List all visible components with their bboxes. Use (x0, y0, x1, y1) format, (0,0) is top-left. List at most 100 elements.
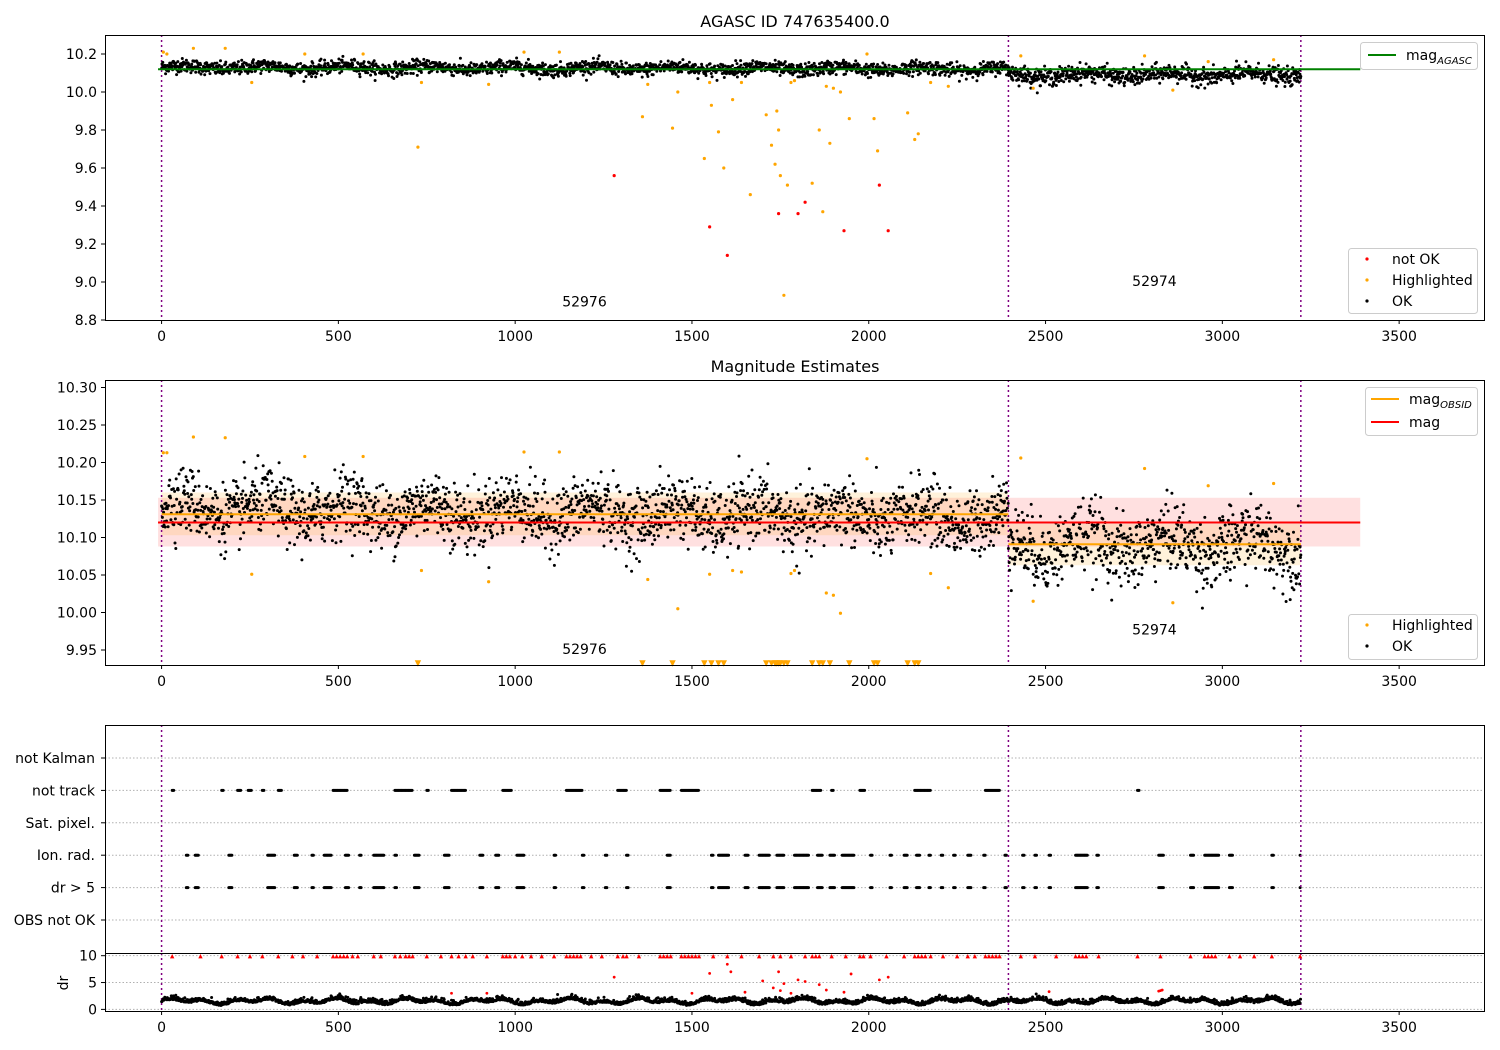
ok-point (843, 496, 847, 499)
ok-point (903, 523, 907, 527)
ok-point (239, 537, 242, 541)
ok-point (616, 483, 620, 487)
ok-point (495, 532, 499, 536)
ok-point (459, 516, 463, 520)
ok-point (239, 70, 243, 74)
ok-point (425, 518, 429, 522)
ok-point (977, 498, 981, 502)
ok-point (223, 488, 227, 492)
ok-point (398, 533, 401, 537)
ok-point (692, 501, 696, 505)
ok-point (892, 507, 896, 511)
ok-point (820, 508, 824, 512)
ok-point (867, 523, 871, 527)
ok-point (946, 532, 950, 536)
ok-point (1185, 62, 1188, 66)
ok-point (655, 69, 659, 73)
ok-point (203, 73, 207, 77)
ok-point (239, 492, 243, 496)
ok-point (285, 548, 289, 551)
ok-point (942, 534, 946, 538)
ok-point (765, 482, 769, 486)
ok-point (958, 539, 962, 543)
ok-point (624, 532, 628, 536)
ok-point (1196, 86, 1200, 90)
ok-point (562, 493, 566, 497)
ok-point (394, 506, 398, 510)
ok-point (739, 63, 743, 67)
ok-point (857, 63, 861, 67)
ok-point (984, 523, 988, 527)
highlighted-point (223, 46, 227, 50)
ok-point (350, 58, 353, 62)
ok-point (723, 504, 727, 507)
ok-point (727, 517, 731, 521)
highlighted-point (1031, 86, 1035, 90)
ok-point (1179, 74, 1183, 78)
ok-point (611, 469, 615, 473)
ok-point (750, 518, 754, 522)
ok-point (671, 508, 675, 512)
ok-point (625, 541, 629, 545)
ok-point (1174, 75, 1178, 79)
ok-point (906, 515, 910, 519)
ok-point (713, 64, 717, 68)
ok-point (851, 482, 855, 486)
ok-point (1243, 74, 1247, 78)
ok-point (924, 504, 928, 508)
ok-point (260, 481, 264, 485)
ok-point (519, 492, 523, 496)
ok-point (601, 517, 605, 521)
ok-point (922, 62, 926, 65)
ok-point (744, 74, 747, 78)
ok-point (215, 496, 219, 500)
ok-point (522, 499, 525, 503)
ok-point (812, 525, 816, 529)
ok-point (718, 531, 722, 535)
ok-point (927, 490, 931, 494)
ok-point (545, 527, 549, 531)
ok-point (957, 79, 961, 83)
ok-point (531, 504, 535, 508)
ok-point (247, 497, 251, 501)
ok-point (450, 70, 453, 74)
ok-point (616, 75, 620, 79)
ok-point (630, 524, 634, 528)
ok-point (894, 503, 898, 507)
ok-point (173, 517, 177, 521)
ok-point (592, 70, 596, 74)
ok-point (537, 536, 540, 540)
ok-point (376, 536, 380, 540)
ok-point (690, 477, 694, 480)
ok-point (931, 64, 935, 68)
ok-point (961, 525, 965, 529)
ok-point (591, 494, 595, 498)
ok-point (991, 474, 995, 478)
ok-point (342, 506, 346, 510)
ok-point (164, 501, 168, 505)
ok-point (713, 518, 717, 522)
ok-point (687, 60, 691, 64)
ok-point (694, 63, 697, 67)
ok-point (1022, 79, 1026, 83)
ok-point (337, 57, 341, 61)
ok-point (966, 500, 970, 504)
ok-point (966, 518, 970, 522)
ok-point (175, 497, 179, 501)
ok-point (806, 70, 810, 74)
ok-point (293, 71, 296, 75)
ok-point (568, 74, 572, 78)
ok-point (708, 62, 712, 66)
ok-point (183, 492, 187, 496)
ok-point (177, 472, 181, 476)
ok-point (541, 61, 545, 65)
ok-point (172, 504, 176, 507)
ok-point (408, 491, 412, 495)
ok-point (916, 494, 920, 498)
ok-point (866, 72, 869, 75)
ok-point (299, 510, 303, 514)
ok-point (403, 509, 407, 513)
ok-point (1149, 76, 1153, 80)
ok-point (890, 551, 893, 555)
ok-point (680, 70, 684, 74)
